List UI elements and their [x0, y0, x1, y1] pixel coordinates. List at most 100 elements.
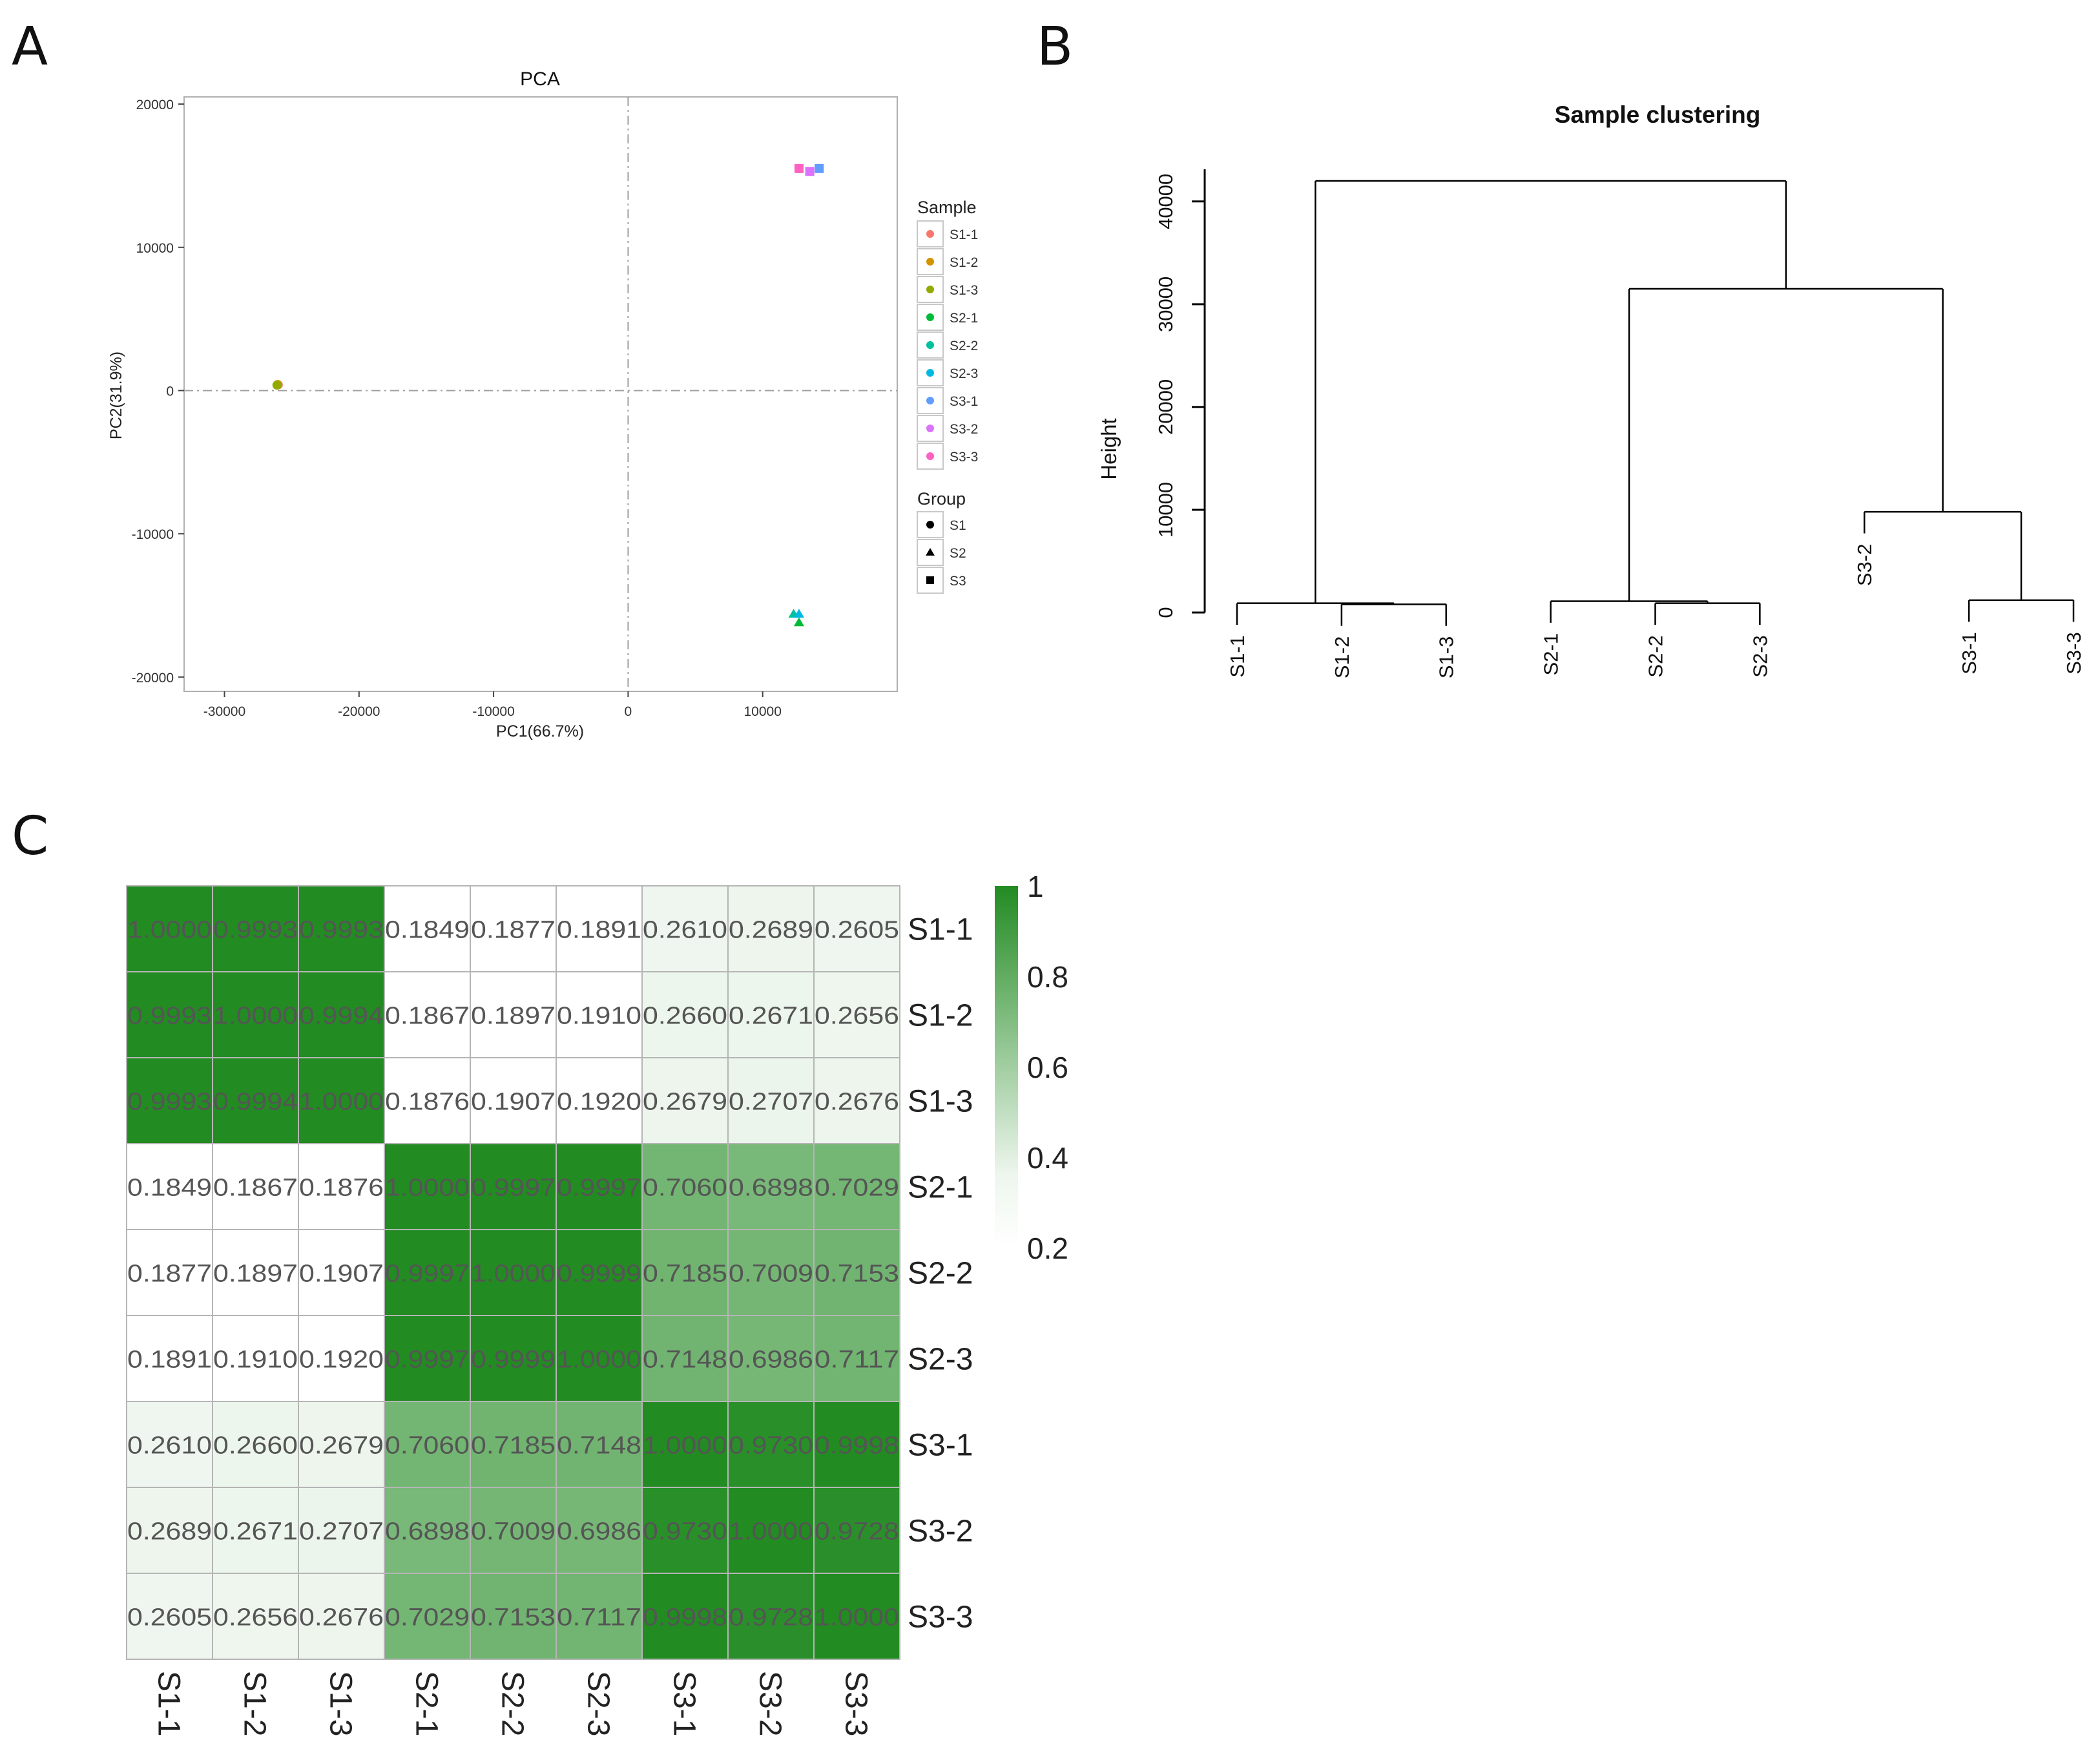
heatmap-cell — [727, 1487, 815, 1574]
heatmap-cell — [298, 1487, 385, 1574]
heatmap-col-label: S1-3 — [324, 1671, 358, 1736]
pca-points — [272, 163, 824, 627]
heatmap-cell-value: 0.2660 — [213, 1432, 298, 1460]
heatmap-row-label: S1-3 — [908, 1085, 973, 1119]
legend-key-S3-1 — [926, 397, 934, 404]
pca-x-tick-label: 0 — [625, 704, 632, 719]
panel-label-c: C — [12, 806, 48, 867]
heatmap-cell-value: 0.1877 — [127, 1261, 212, 1288]
heatmap-cell — [727, 1057, 815, 1144]
dendrogram-leaf-labels: S1-1 S1-2 S1-3 S2-1 S2-2 S2-3 S3-2 S3-1 S3-3 — [1226, 544, 2085, 679]
heatmap-cell-value: 0.9993 — [127, 1089, 212, 1116]
heatmap-cell-value: 0.9993 — [299, 917, 384, 944]
heatmap-cell-value: 0.9728 — [815, 1518, 899, 1546]
legend-sample-label: S3-2 — [950, 422, 978, 437]
dendrogram-leaf-S3-2: S3-2 — [1853, 544, 1876, 586]
heatmap-cell-value: 0.1907 — [299, 1261, 384, 1288]
pca-point-S2-1 — [793, 617, 804, 627]
dendrogram-leaf-S3-1: S3-1 — [1958, 632, 1980, 674]
heatmap-cell-value: 1.0000 — [471, 1261, 556, 1288]
heatmap-row-label: S1-1 — [908, 913, 973, 947]
legend-group-title: Group — [917, 489, 966, 509]
pca-x-tick-label: -10000 — [472, 704, 514, 719]
heatmap-cell-value: 0.1897 — [471, 1003, 556, 1030]
dendrogram-leaf-S3-3: S3-3 — [2063, 632, 2085, 674]
heatmap-cell — [126, 1315, 213, 1402]
heatmap-cell — [727, 1573, 815, 1660]
heatmap-cell-value: 0.1897 — [213, 1261, 298, 1288]
heatmap-cell-value: 0.9997 — [557, 1175, 641, 1202]
heatmap-cell-value: 0.6986 — [729, 1347, 813, 1374]
heatmap-cell-value: 0.9998 — [643, 1604, 727, 1631]
heatmap-cell-value: 0.2707 — [729, 1089, 813, 1116]
legend-sample-label: S1-1 — [950, 227, 978, 242]
heatmap-cell-value: 0.9993 — [213, 917, 298, 944]
heatmap-cell-value: 0.6898 — [729, 1175, 813, 1202]
heatmap-cell — [298, 1401, 385, 1488]
legend-key-S1-3 — [926, 286, 934, 293]
heatmap-cell — [470, 1573, 557, 1660]
heatmap-cell — [212, 1229, 299, 1316]
heatmap-col-label: S3-2 — [753, 1671, 787, 1736]
heatmap-cell — [384, 1487, 471, 1574]
legend-samples: S1-1 S1-2 S1-3 S2-1 S2-2 S2-3 S3-1 S3-2 S3-3 — [917, 220, 978, 470]
heatmap-cell-value: 1.0000 — [385, 1175, 470, 1202]
legend-shape-S2 — [926, 548, 935, 556]
heatmap-cell-value: 0.2689 — [127, 1518, 212, 1546]
legend-key-S2-2 — [926, 341, 934, 349]
legend-sample-title: Sample — [917, 198, 977, 217]
pca-chart: PCA -20000 -10000 0 10000 20000 -30000 -20000… — [107, 68, 978, 740]
heatmap-cell-value: 0.7060 — [385, 1432, 470, 1460]
dendrogram-leaf-S1-3: S1-3 — [1435, 636, 1458, 678]
heatmap-cell — [641, 971, 729, 1058]
heatmap-cell-value: 0.2656 — [815, 1003, 899, 1030]
heatmap-cell — [641, 1573, 729, 1660]
colorbar-tick-label: 1 — [1027, 870, 1044, 903]
heatmap-cell — [384, 885, 471, 972]
legend-sample-label: S3-3 — [950, 450, 978, 465]
heatmap-cell-value: 0.1907 — [471, 1089, 556, 1116]
heatmap-cell — [384, 1143, 471, 1230]
heatmap-cell — [126, 1487, 213, 1574]
heatmap-cell-value: 0.1877 — [471, 917, 556, 944]
heatmap-cell-value: 0.2660 — [643, 1003, 727, 1030]
heatmap-cell-value: 0.2656 — [213, 1604, 298, 1631]
heatmap-cell — [470, 885, 557, 972]
colorbar — [995, 886, 1018, 1248]
legend-group-label: S2 — [950, 546, 966, 561]
heatmap-cell-value: 0.1876 — [385, 1089, 470, 1116]
heatmap-cell-value: 0.9994 — [299, 1003, 384, 1030]
heatmap-col-label: S3-3 — [839, 1671, 873, 1736]
dendrogram-title: Sample clustering — [1555, 101, 1761, 128]
legend-key-S2-3 — [926, 369, 934, 377]
heatmap-cell-value: 0.9997 — [385, 1261, 470, 1288]
dendrogram-y-tick-label: 40000 — [1154, 174, 1177, 229]
heatmap-cell — [813, 1401, 900, 1488]
dendrogram-y-label: Height — [1097, 418, 1121, 479]
heatmap-cell — [727, 971, 815, 1058]
heatmap-col-label: S2-3 — [581, 1671, 616, 1736]
heatmap-row-label: S3-1 — [908, 1429, 973, 1463]
heatmap-cell-value: 0.6898 — [385, 1518, 470, 1546]
heatmap-cell-value: 0.9997 — [471, 1175, 556, 1202]
heatmap-cell — [556, 1057, 643, 1144]
pca-x-tick-label: -30000 — [203, 704, 245, 719]
heatmap-cells: 1.0000 0.9993 0.9993 0.1849 0.1877 0.1891 0.26… — [126, 885, 900, 1660]
colorbar-tick-label: 0.2 — [1027, 1232, 1068, 1265]
pca-x-label: PC1(66.7%) — [496, 722, 584, 740]
heatmap-cell-value: 0.7009 — [471, 1518, 556, 1546]
heatmap-cell-value: 0.2689 — [729, 917, 813, 944]
legend-groups: S1 S2 S3 — [917, 511, 966, 594]
heatmap-cell — [727, 1315, 815, 1402]
dendrogram-leaf-S1-1: S1-1 — [1226, 635, 1249, 677]
heatmap-row-labels: S1-1 S1-2 S1-3 S2-1 S2-2 S2-3 S3-1 S3-2 S3-3 — [908, 913, 973, 1635]
heatmap-cell-value: 0.2610 — [127, 1432, 212, 1460]
heatmap-cell — [470, 1315, 557, 1402]
heatmap-cell-value: 0.1867 — [385, 1003, 470, 1030]
heatmap-cell — [126, 1401, 213, 1488]
legend-key-S1-2 — [926, 258, 934, 266]
heatmap-cell — [212, 1143, 299, 1230]
pca-y-axis: -20000 -10000 0 10000 20000 — [132, 98, 184, 686]
legend-sample-label: S2-1 — [950, 311, 978, 326]
